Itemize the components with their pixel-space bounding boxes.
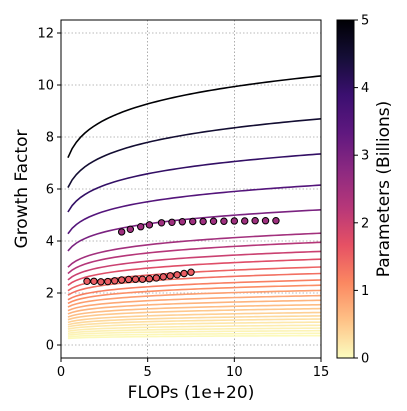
scatter-point-0-3: [145, 221, 154, 229]
curve-line-3: [67, 184, 321, 235]
curve-line-18: [67, 311, 321, 324]
curve-line-26: [67, 334, 321, 340]
scatter-point-1-15: [187, 268, 195, 276]
curve-line-6: [67, 241, 321, 275]
colorbar-tick-label-0: 0: [361, 352, 369, 367]
scatter-point-1-8: [138, 275, 147, 283]
scatter-point-1-13: [173, 271, 181, 279]
curve-line-8: [67, 258, 321, 286]
scatter-point-0-14: [261, 217, 270, 225]
curve-line-15: [67, 299, 321, 315]
y-tick-label-2: 4: [46, 235, 54, 250]
curve-line-14: [67, 294, 321, 312]
scatter-point-1-9: [145, 275, 154, 283]
scatter-point-1-2: [97, 278, 105, 286]
scatter-points: [83, 217, 280, 286]
x-tick-label-3: 15: [313, 365, 330, 380]
scatter-point-1-6: [124, 275, 133, 284]
scatter-point-0-12: [241, 217, 249, 225]
colorbar-tick-label-2: 2: [361, 216, 369, 231]
curve-line-13: [67, 289, 321, 308]
curve-line-22: [67, 324, 321, 333]
scatter-point-1-10: [152, 274, 161, 282]
colorbar-tick-label-4: 4: [361, 81, 369, 96]
x-axis-label: FLOPs (1e+20): [128, 383, 255, 403]
scatter-point-0-11: [230, 217, 239, 225]
scatter-point-1-12: [166, 272, 174, 280]
scatter-point-0-10: [220, 217, 228, 225]
y-tick-label-1: 2: [46, 287, 54, 302]
y-tick-label-6: 12: [37, 27, 54, 42]
scatter-point-1-7: [131, 275, 140, 283]
colorbar-tick-label-3: 3: [361, 149, 369, 164]
curve-line-20: [67, 318, 321, 328]
y-axis-label: Growth Factor: [12, 130, 32, 249]
curve-line-7: [67, 250, 321, 281]
scatter-point-0-9: [209, 217, 218, 225]
y-tick-label-3: 6: [46, 183, 54, 198]
curve-line-2: [67, 153, 321, 213]
colorbar: [336, 19, 355, 359]
y-tick-label-0: 0: [46, 339, 54, 354]
scatter-point-0-4: [157, 219, 166, 227]
curves: [67, 75, 321, 340]
scatter-point-1-1: [90, 277, 98, 285]
curve-line-11: [67, 279, 321, 301]
curve-line-10: [67, 272, 321, 296]
y-ticks: 0 2 4 6 8 10 12: [37, 27, 61, 354]
y-tick-label-4: 8: [46, 131, 54, 146]
colorbar-tick-label-1: 1: [361, 284, 369, 299]
scatter-point-1-11: [159, 273, 167, 281]
curve-line-21: [67, 321, 321, 330]
colorbar-tick-label-5: 5: [361, 14, 369, 29]
scatter-point-1-4: [111, 277, 119, 285]
curve-line-24: [67, 329, 321, 336]
colorbar-label: Parameters (Billions): [374, 101, 394, 278]
curve-line-5: [67, 232, 321, 268]
scatter-point-0-2: [137, 223, 145, 231]
x-tick-label-1: 5: [144, 365, 152, 380]
scatter-point-0-7: [189, 217, 197, 226]
x-tick-label-0: 0: [57, 365, 65, 380]
curve-line-4: [67, 209, 321, 252]
scatter-point-1-0: [83, 277, 91, 285]
curve-line-1: [67, 118, 321, 188]
scatter-point-0-15: [272, 217, 280, 225]
x-ticks: 0 5 10 15: [57, 358, 329, 380]
scatter-point-0-13: [251, 217, 259, 225]
curve-line-23: [67, 327, 321, 335]
scatter-point-0-5: [168, 218, 176, 226]
curve-line-16: [67, 303, 321, 318]
scatter-point-0-6: [178, 218, 187, 226]
y-tick-label-5: 10: [37, 79, 54, 94]
scatter-point-1-3: [104, 277, 112, 286]
curve-line-25: [67, 332, 321, 338]
curve-line-0: [67, 75, 321, 159]
scatter-point-0-0: [117, 228, 126, 236]
curve-line-19: [67, 315, 321, 326]
scatter-point-0-1: [126, 225, 135, 234]
curve-line-17: [67, 307, 321, 321]
colorbar-ticks: 0 1 2 3 4 5: [354, 14, 369, 367]
scatter-point-1-5: [117, 276, 126, 284]
scatter-point-1-14: [180, 269, 188, 278]
x-tick-label-2: 10: [226, 365, 243, 380]
scatter-point-0-8: [199, 217, 207, 226]
curve-line-12: [67, 284, 321, 305]
